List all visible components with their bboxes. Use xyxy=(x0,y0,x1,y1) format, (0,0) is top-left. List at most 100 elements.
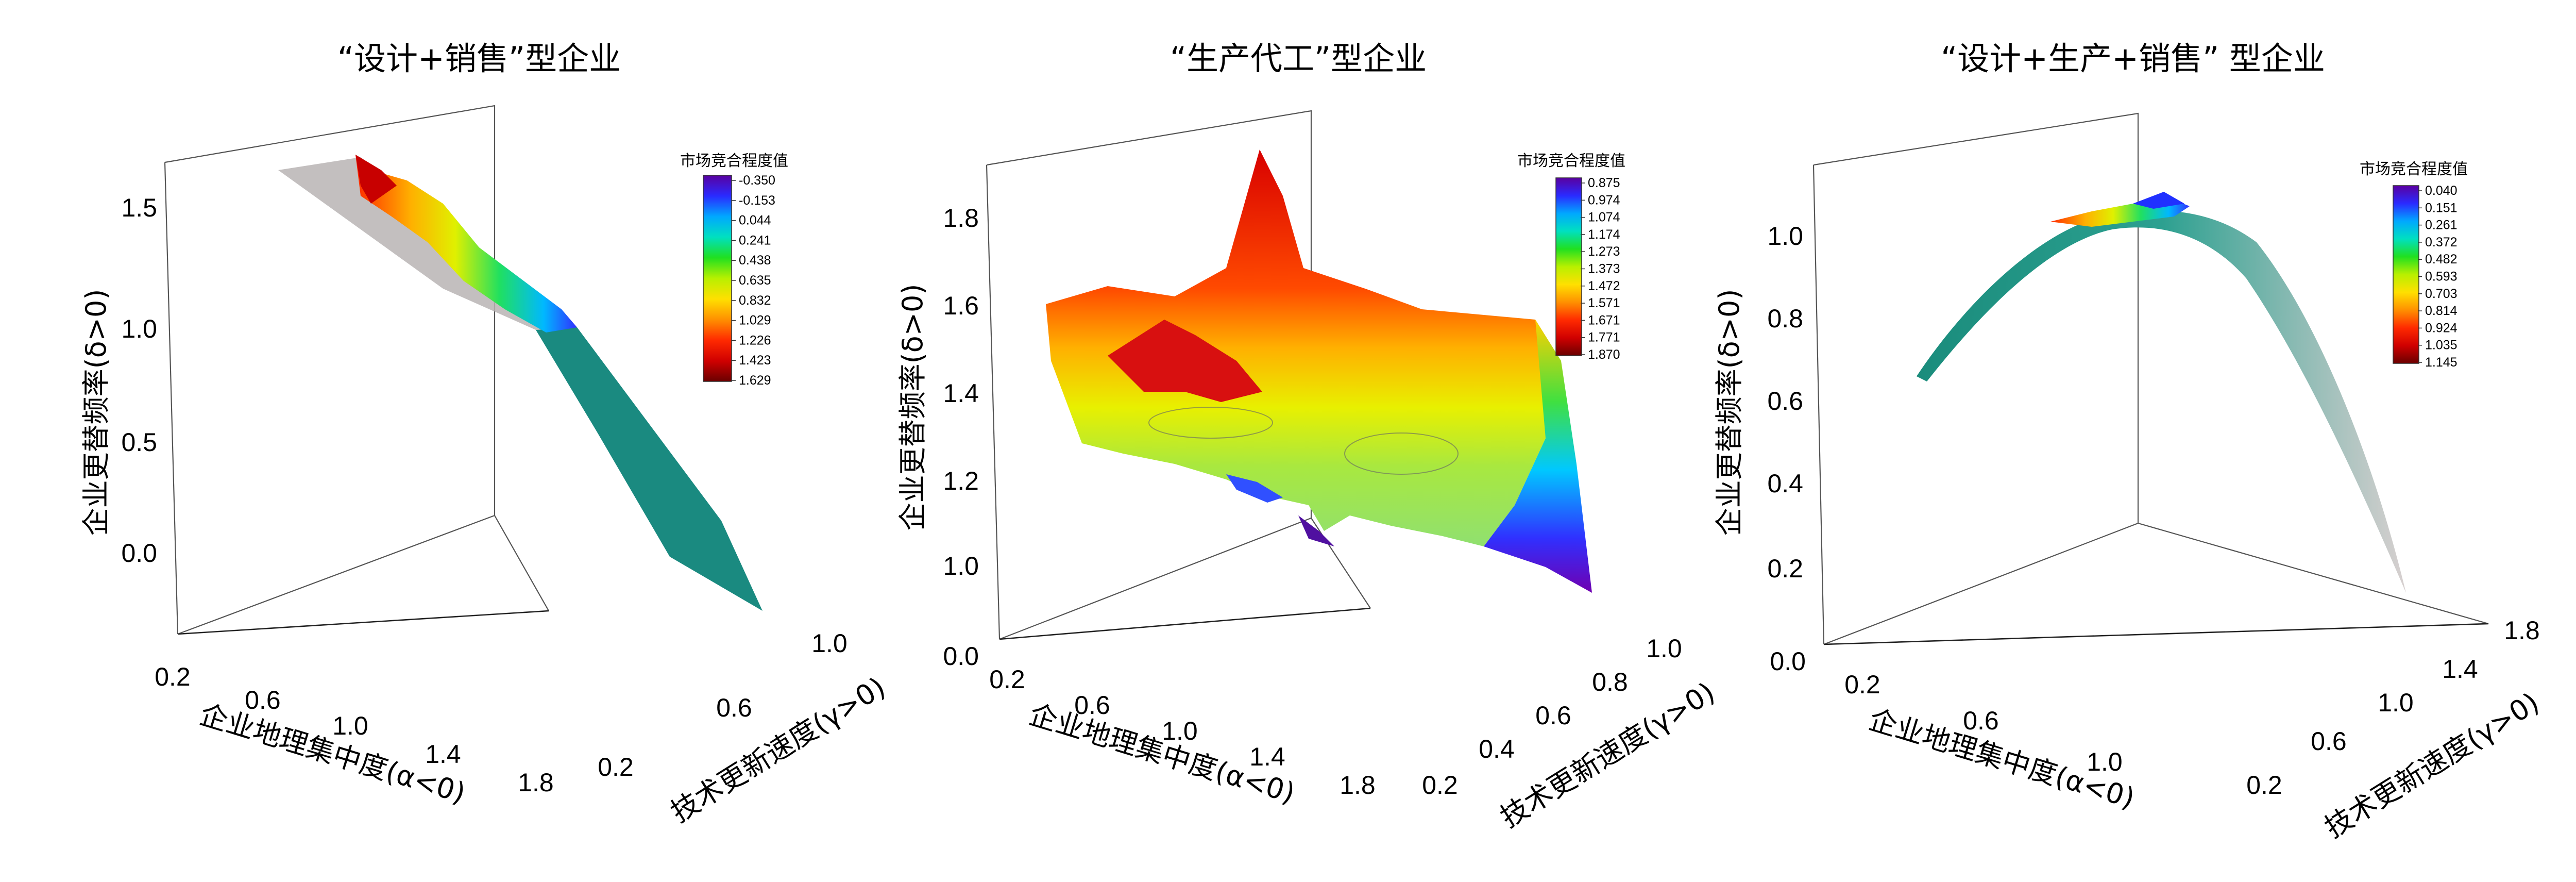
surface-main xyxy=(1046,149,1561,546)
y-tick-label: 1.0 xyxy=(1646,634,1682,663)
chart-title: “设计+销售”型企业 xyxy=(337,40,621,77)
colorbar-tick-label: 1.373 xyxy=(1588,262,1620,276)
chart-panel-oem-production: “生产代工”型企业 1.8 1.6 1.4 1.2 1.0 0.0 企业更替频率… xyxy=(896,40,1720,834)
colorbar-tick-label: 0.482 xyxy=(2425,252,2458,267)
z-tick-label: 0.0 xyxy=(121,539,157,568)
x-tick-label: 1.4 xyxy=(425,740,461,769)
z-axis-label: 企业更替频率(δ>0) xyxy=(896,284,929,531)
z-tick-label: 1.6 xyxy=(943,291,979,320)
colorbar-tick-label: 0.875 xyxy=(1588,176,1620,190)
x-tick-label: 1.0 xyxy=(1162,717,1198,745)
z-tick-label: 0.2 xyxy=(1767,554,1803,583)
x-tick-label: 1.0 xyxy=(332,711,368,740)
x-tick-label: 0.6 xyxy=(1074,691,1110,720)
y-tick-label: 1.8 xyxy=(2504,616,2540,645)
y-tick-label: 0.6 xyxy=(1535,701,1571,730)
y-tick-label: 1.4 xyxy=(2442,655,2478,684)
y-axis-label: 技术更新速度(γ>0) xyxy=(2319,686,2545,844)
colorbar-tick-label: 1.035 xyxy=(2425,338,2458,353)
y-tick-label: 0.2 xyxy=(2246,771,2282,800)
surface xyxy=(1046,149,1592,593)
axes-box xyxy=(1812,112,2489,645)
y-axis: 0.2 0.4 0.6 0.8 1.0 技术更新速度(γ>0) xyxy=(1422,634,1720,834)
x-axis: 0.2 0.6 1.0 1.4 1.8 企业地理集中度(α<0) xyxy=(155,662,554,810)
y-tick-label: 0.8 xyxy=(1592,668,1628,696)
z-axis-label: 企业更替频率(δ>0) xyxy=(80,289,112,536)
z-tick-label: 0.6 xyxy=(1767,387,1803,415)
colorbar: 市场竞合程度值 0.040 0.151 0.261 0.372 0.482 0.593 0.… xyxy=(2360,160,2468,370)
colorbar-tick-label: 1.145 xyxy=(2425,355,2458,370)
colorbar-tick-label: 1.472 xyxy=(1588,279,1620,293)
y-tick-label: 0.6 xyxy=(2311,727,2347,756)
x-tick-label: 0.6 xyxy=(245,686,281,714)
surface xyxy=(278,155,762,611)
chart-title: “生产代工”型企业 xyxy=(1170,40,1427,77)
colorbar-tick-label: 0.974 xyxy=(1588,193,1620,207)
colorbar-tick-label: 1.571 xyxy=(1588,296,1620,310)
colorbar-tick-label: 1.029 xyxy=(739,313,771,328)
y-axis: 0.2 0.6 1.0 技术更新速度(γ>0) xyxy=(598,629,891,829)
z-tick-label: 0.0 xyxy=(1770,647,1806,676)
colorbar-title: 市场竞合程度值 xyxy=(2360,160,2468,178)
z-tick-label: 0.5 xyxy=(121,428,157,457)
x-axis: 0.2 0.6 1.0 1.4 1.8 企业地理集中度(α<0) xyxy=(989,665,1376,810)
colorbar: 市场竞合程度值 0.875 0.974 1.074 1.174 1.273 1.373 1.… xyxy=(1517,152,1625,362)
surface-teal-tail xyxy=(536,327,762,611)
z-axis: 1.5 1.0 0.5 0.0 企业更替频率(δ>0) xyxy=(80,193,157,568)
colorbar-tick-label: 1.629 xyxy=(739,373,771,388)
colorbar-tick-label: 0.924 xyxy=(2425,321,2458,335)
z-tick-label: 1.0 xyxy=(121,314,157,343)
y-tick-label: 1.0 xyxy=(811,629,848,658)
z-axis-label: 企业更替频率(δ>0) xyxy=(1713,289,1745,536)
colorbar-tick-label: 1.226 xyxy=(739,333,771,347)
colorbar-tick-label: 0.372 xyxy=(2425,235,2458,249)
x-tick-label: 1.0 xyxy=(2087,747,2123,776)
x-tick-label: 0.2 xyxy=(989,665,1025,694)
colorbar-tick-label: 0.593 xyxy=(2425,270,2458,284)
z-tick-label: 1.2 xyxy=(943,467,979,495)
y-axis: 0.2 0.6 1.0 1.4 1.8 技术更新速度(γ>0) xyxy=(2246,616,2545,844)
chart-panel-design-sales: “设计+销售”型企业 1.5 1.0 0.5 0.0 企业更替频率(δ>0) xyxy=(80,40,891,829)
colorbar-tick-label: -0.350 xyxy=(739,173,775,188)
y-tick-label: 0.2 xyxy=(598,753,634,781)
colorbar-title: 市场竞合程度值 xyxy=(1517,152,1625,170)
colorbar-tick-label: 0.044 xyxy=(739,213,771,228)
chart-panel-design-production-sales: “设计+生产+销售” 型企业 1.0 0.8 0.6 0.4 0.2 0.0 企… xyxy=(1713,40,2545,844)
colorbar-tick-label: 1.273 xyxy=(1588,244,1620,259)
surface-right-wall xyxy=(1484,320,1592,593)
z-tick-label: 1.0 xyxy=(1767,222,1803,251)
colorbar-tick-label: 1.671 xyxy=(1588,313,1620,327)
y-tick-label: 0.2 xyxy=(1422,771,1458,800)
colorbar-gradient xyxy=(1555,177,1582,356)
colorbar: 市场竞合程度值 -0.350 -0.153 0.044 0.241 0.438 0.635… xyxy=(680,152,788,388)
colorbar-tick-label: 1.174 xyxy=(1588,227,1620,242)
colorbar-tick-label: 1.074 xyxy=(1588,210,1620,225)
colorbar-tick-label: 0.832 xyxy=(739,293,771,308)
z-tick-label: 1.0 xyxy=(943,552,979,580)
colorbar-tick-label: 0.040 xyxy=(2425,184,2458,198)
z-tick-label: 0.4 xyxy=(1767,469,1803,498)
surface-rainbow xyxy=(355,155,577,332)
x-tick-label: 0.6 xyxy=(1963,706,1999,735)
z-tick-label: 1.5 xyxy=(121,193,157,222)
z-tick-label: 1.8 xyxy=(943,204,979,232)
y-tick-label: 0.4 xyxy=(1479,735,1515,763)
y-axis-label: 技术更新速度(γ>0) xyxy=(665,671,891,829)
z-tick-label: 0.8 xyxy=(1767,304,1803,333)
z-tick-label: 1.4 xyxy=(943,379,979,408)
y-tick-label: 0.6 xyxy=(716,693,752,722)
x-axis: 0.2 0.6 1.0 企业地理集中度(α<0) xyxy=(1844,670,2138,815)
colorbar-tick-label: 0.814 xyxy=(2425,304,2458,318)
surface xyxy=(1917,192,2406,593)
colorbar-tick-label: 1.870 xyxy=(1588,347,1620,362)
colorbar-tick-label: -0.153 xyxy=(739,193,775,208)
y-axis-label: 技术更新速度(γ>0) xyxy=(1495,676,1721,834)
surface-arc xyxy=(1917,210,2406,593)
y-tick-label: 1.0 xyxy=(2378,688,2414,717)
z-axis: 1.0 0.8 0.6 0.4 0.2 0.0 企业更替频率(δ>0) xyxy=(1713,222,1806,676)
x-tick-label: 1.8 xyxy=(1340,771,1376,800)
colorbar-tick-label: 0.241 xyxy=(739,233,771,247)
colorbar-gradient xyxy=(703,175,732,382)
colorbar-tick-label: 0.635 xyxy=(739,273,771,288)
x-tick-label: 0.2 xyxy=(1844,670,1880,699)
